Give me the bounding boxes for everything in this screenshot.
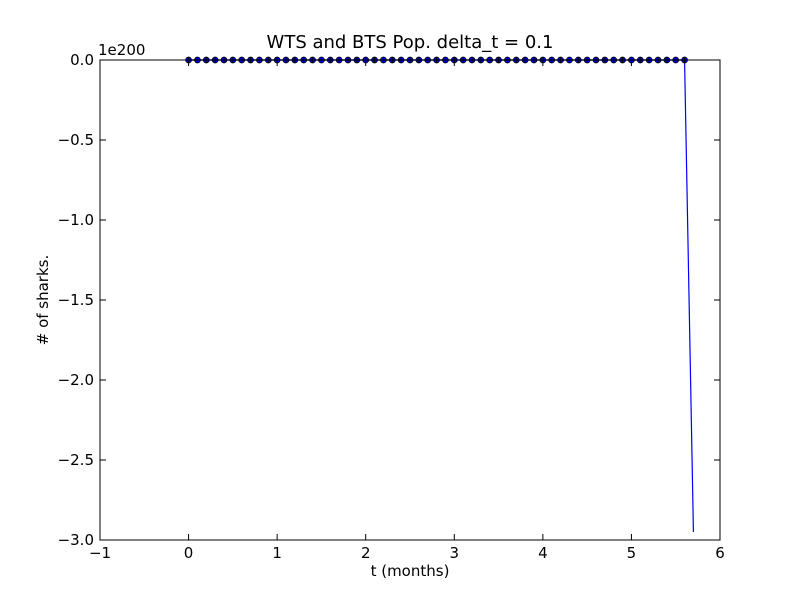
y-axis-offset-label: 1e200: [98, 41, 145, 59]
x-tick-label: 3: [450, 544, 460, 562]
x-tick-label: 0: [184, 544, 194, 562]
y-tick-label: 0.0: [70, 51, 94, 69]
y-tick-label: −2.0: [58, 371, 94, 389]
series-line-1: [188, 59, 695, 533]
plot-frame: [99, 59, 721, 541]
x-tick-label: −1: [89, 544, 111, 562]
y-tick-label: −1.0: [58, 211, 94, 229]
x-tick-label: 2: [361, 544, 371, 562]
x-tick-label: 4: [538, 544, 548, 562]
x-tick-label: 5: [627, 544, 637, 562]
x-tick-label: 1: [272, 544, 282, 562]
y-axis-label: # of sharks.: [34, 255, 52, 346]
axis-ticks: −1 0 1 2 3 4 5 6 0.0 −0.5 −1.0 −1.5 −2.0 −2.5 −3.0: [58, 51, 725, 562]
series-layer: [185, 56, 695, 533]
x-axis-label: t (months): [371, 562, 450, 580]
x-tick-label: 6: [715, 544, 725, 562]
y-tick-label: −3.0: [58, 531, 94, 549]
y-tick-label: −1.5: [58, 291, 94, 309]
chart-title: WTS and BTS Pop. delta_t = 0.1: [267, 32, 554, 53]
y-tick-label: −0.5: [58, 131, 94, 149]
y-tick-label: −2.5: [58, 451, 94, 469]
